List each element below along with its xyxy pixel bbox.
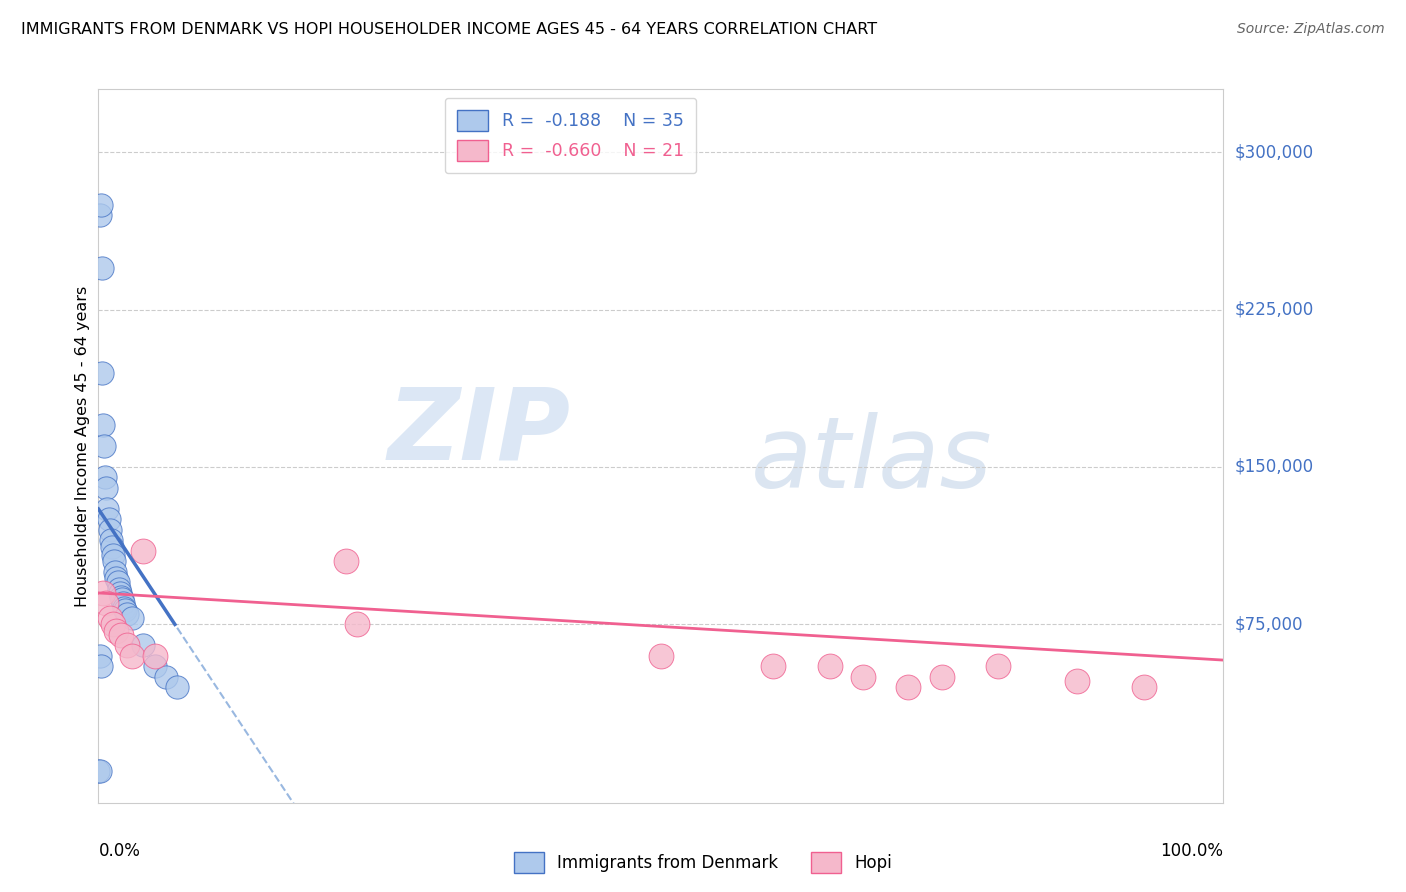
Text: $300,000: $300,000 [1234,143,1313,161]
Point [107,582,129,596]
Point [111,592,134,607]
Point [101,548,124,562]
Text: $75,000: $75,000 [1234,615,1303,633]
Point [105,624,128,638]
Point [818,659,841,673]
Text: 0.0%: 0.0% [98,842,141,860]
Point [89,208,111,222]
Text: IMMIGRANTS FROM DENMARK VS HOPI HOUSEHOLDER INCOME AGES 45 - 64 YEARS CORRELATIO: IMMIGRANTS FROM DENMARK VS HOPI HOUSEHOL… [21,22,877,37]
Text: $225,000: $225,000 [1234,301,1313,318]
Point [97,512,120,526]
Text: ZIP: ZIP [388,384,571,480]
Point [104,565,127,579]
Point [87,764,110,779]
Point [166,681,188,695]
Point [1066,674,1088,689]
Point [90,197,112,211]
Legend: R =  -0.188    N = 35, R =  -0.660    N = 21: R = -0.188 N = 35, R = -0.660 N = 21 [444,98,696,173]
Point [852,670,875,684]
Point [110,590,132,604]
Point [101,540,124,554]
Point [987,659,1010,673]
Point [132,639,155,653]
Point [1133,681,1156,695]
Point [96,481,118,495]
Point [98,523,121,537]
Point [114,603,136,617]
Point [93,439,115,453]
Point [121,611,143,625]
Point [89,764,111,779]
Point [105,571,128,585]
Point [91,417,114,432]
Point [98,611,121,625]
Y-axis label: Householder Income Ages 45 - 64 years: Householder Income Ages 45 - 64 years [75,285,90,607]
Point [115,639,138,653]
Point [121,648,143,663]
Point [112,596,135,610]
Point [90,260,112,275]
Point [96,502,118,516]
Point [155,670,177,684]
Point [96,596,118,610]
Point [103,554,125,568]
Point [650,648,672,663]
Point [91,586,114,600]
Point [90,659,112,673]
Point [115,607,138,621]
Text: 100.0%: 100.0% [1160,842,1223,860]
Point [89,648,111,663]
Point [143,648,166,663]
Point [762,659,785,673]
Point [108,586,131,600]
Point [112,600,135,615]
Point [107,575,129,590]
Point [100,533,122,548]
Point [94,470,117,484]
Point [132,544,155,558]
Point [143,659,166,673]
Point [897,681,920,695]
Point [101,617,124,632]
Text: Source: ZipAtlas.com: Source: ZipAtlas.com [1237,22,1385,37]
Text: $150,000: $150,000 [1234,458,1313,476]
Point [335,554,357,568]
Point [110,628,132,642]
Legend: Immigrants from Denmark, Hopi: Immigrants from Denmark, Hopi [508,846,898,880]
Point [90,366,112,380]
Text: atlas: atlas [751,412,993,508]
Point [931,670,953,684]
Point [346,617,368,632]
